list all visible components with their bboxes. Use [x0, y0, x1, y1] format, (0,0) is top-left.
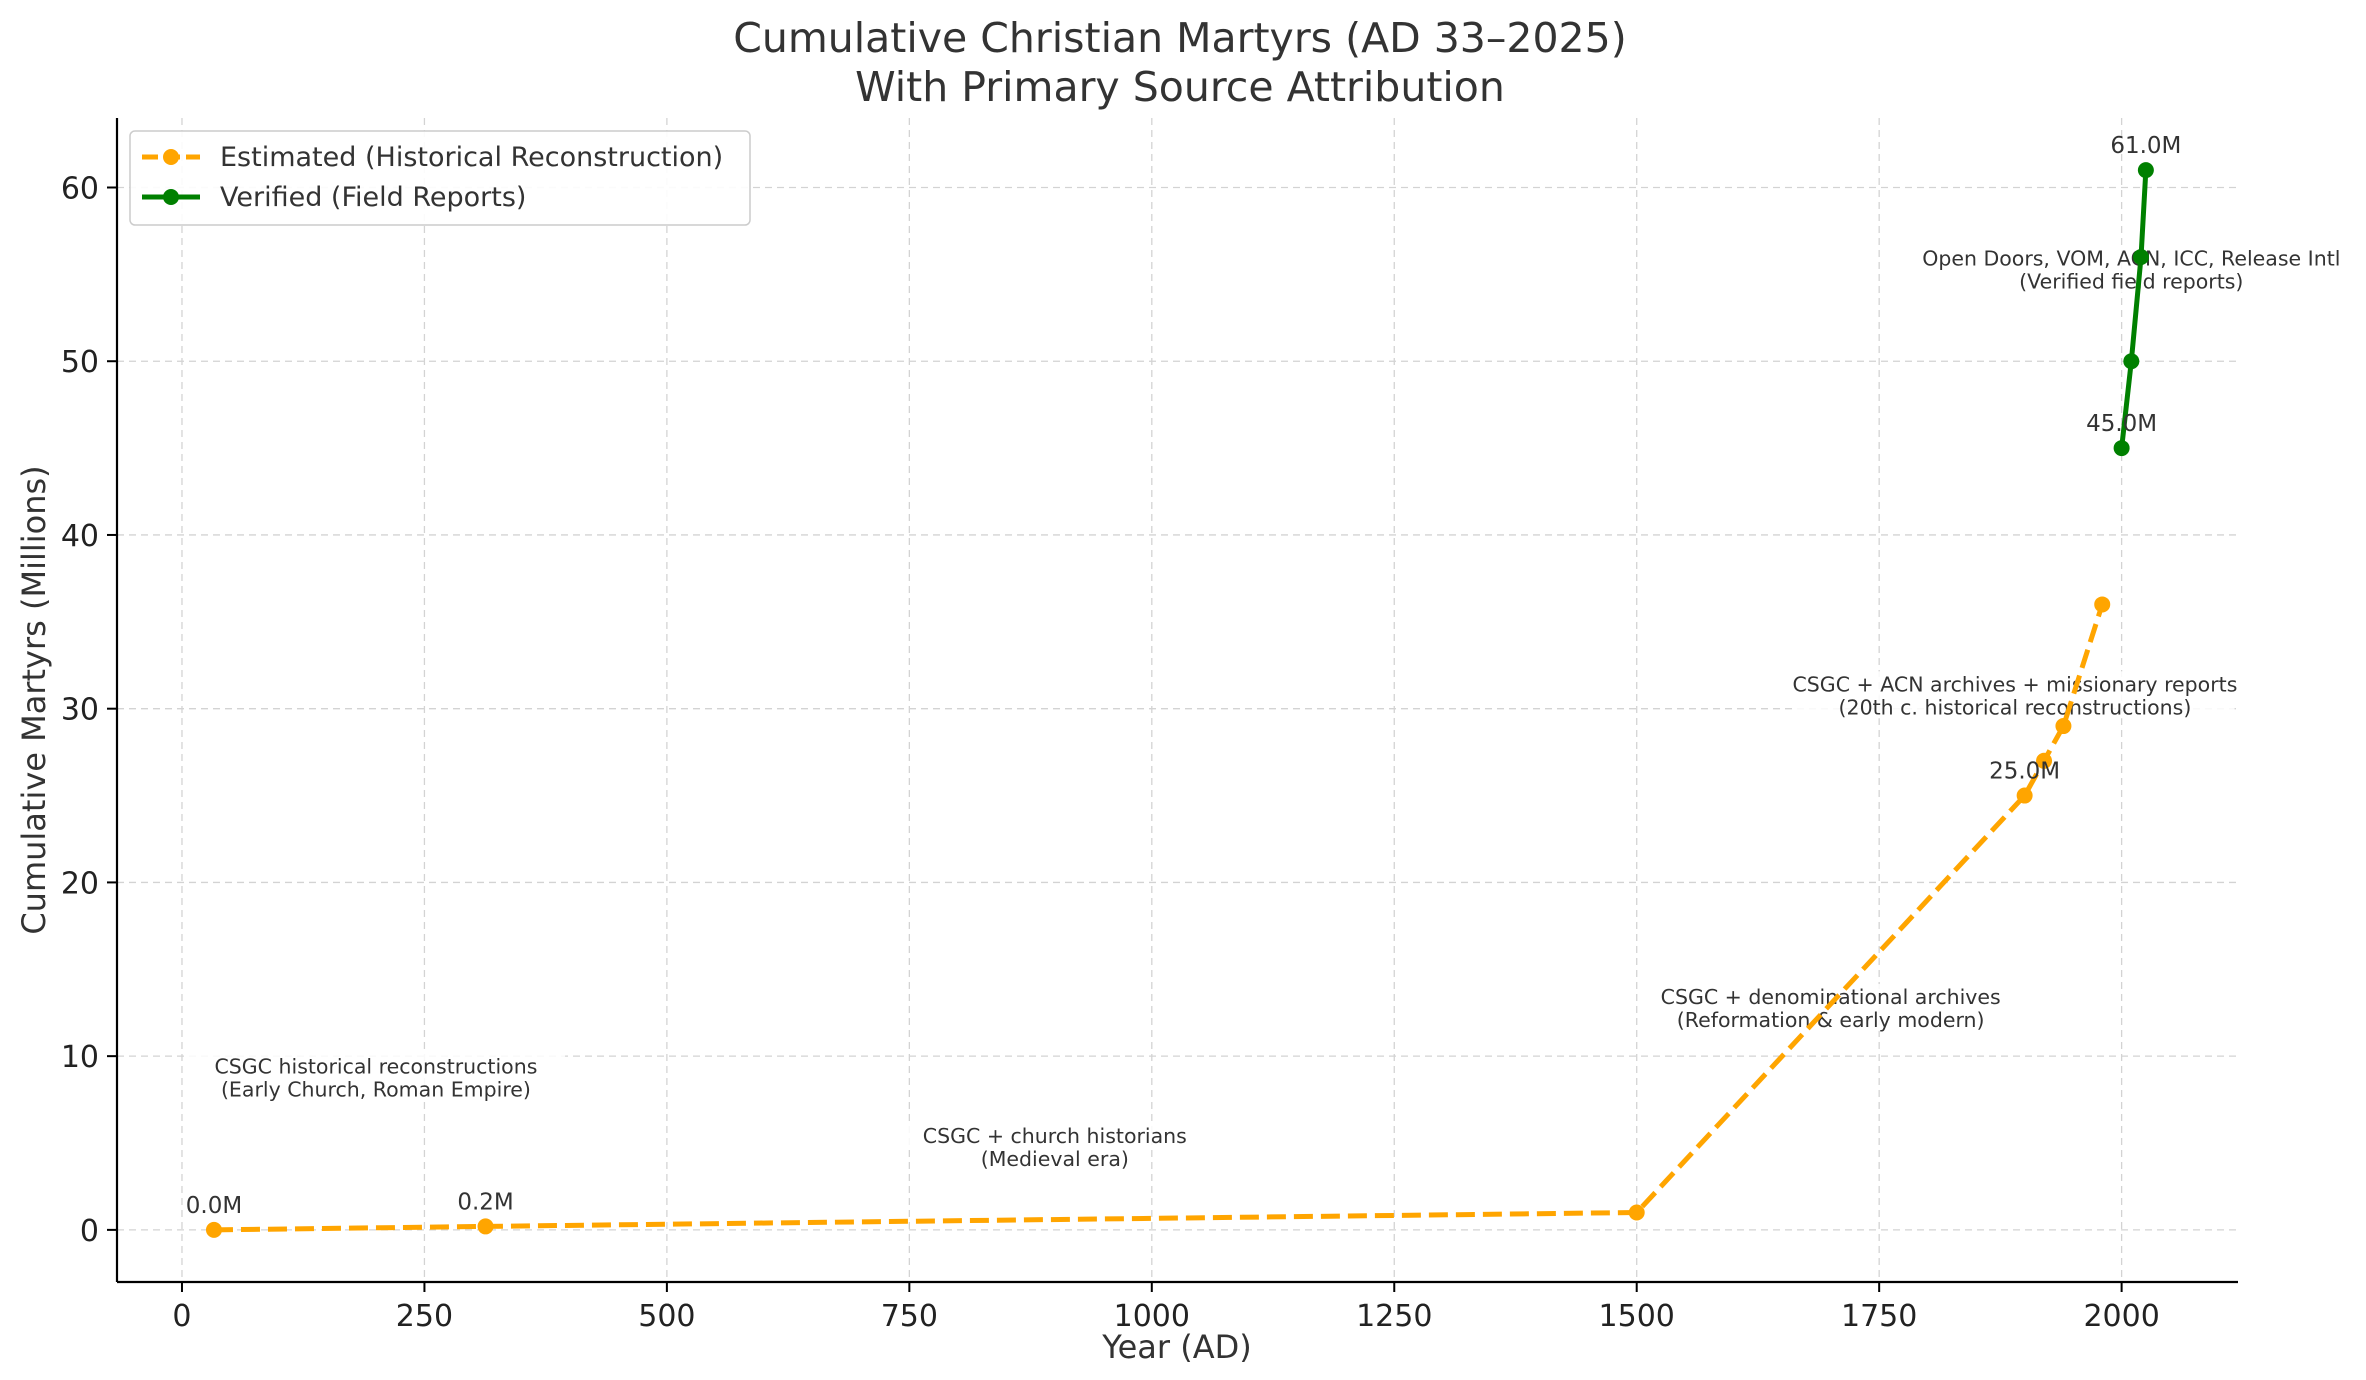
y-tick-label: 30: [61, 693, 99, 728]
x-axis-label: Year (AD): [1101, 1328, 1251, 1366]
data-label: 45.0M: [2086, 411, 2157, 437]
source-annotation: Open Doors, VOM, ACN, ICC, Release Intl(…: [1893, 245, 2366, 294]
data-point: [477, 1218, 494, 1235]
data-point: [2094, 596, 2111, 613]
data-point: [2036, 752, 2053, 769]
chart-title: Cumulative Christian Martyrs (AD 33–2025…: [733, 14, 1626, 62]
x-tick-label: 1250: [1356, 1299, 1432, 1334]
annotation-line: CSGC historical reconstructions: [214, 1055, 537, 1079]
chart-subtitle: With Primary Source Attribution: [855, 63, 1505, 111]
y-tick-label: 0: [80, 1214, 99, 1249]
legend-marker: [163, 149, 179, 165]
annotation-background: [1659, 1007, 2002, 1032]
annotation-background: [1984, 268, 2278, 293]
data-point: [2133, 248, 2150, 265]
x-tick-label: 750: [881, 1299, 938, 1334]
annotation-background: [205, 1076, 547, 1101]
x-tick-label: 2000: [2083, 1299, 2159, 1334]
y-tick-label: 20: [61, 866, 99, 901]
source-annotation: CSGC + ACN archives + missionary reports…: [1770, 671, 2259, 719]
data-point: [1628, 1204, 1645, 1221]
y-tick-label: 60: [61, 171, 99, 206]
annotation-line: (Early Church, Roman Empire): [221, 1078, 531, 1102]
annotation-line: (Reformation & early modern): [1677, 1008, 1985, 1032]
legend: Estimated (Historical Reconstruction) Ver…: [129, 130, 751, 226]
data-label: 25.0M: [1989, 759, 2060, 785]
y-tick-label: 10: [61, 1040, 99, 1075]
x-tick-label: 1500: [1599, 1299, 1675, 1334]
data-label: 61.0M: [2110, 133, 2181, 159]
annotation-line: (Verified field reports): [2019, 270, 2243, 294]
legend-box: [129, 130, 751, 226]
source-annotation: CSGC historical reconstructions(Early Ch…: [186, 1053, 566, 1102]
legend-label: Estimated (Historical Reconstruction): [220, 142, 723, 173]
data-point: [205, 1221, 222, 1238]
data-point: [2016, 787, 2033, 804]
annotation-line: (Medieval era): [981, 1147, 1129, 1171]
point-labels: 0.0M 0.2M 25.0M 45.0M 61.0M: [186, 133, 2182, 1219]
y-tick-label: 40: [61, 519, 99, 554]
x-tick-label: 0: [172, 1299, 191, 1334]
annotation-background: [186, 1053, 566, 1078]
x-tick-label: 1000: [1114, 1299, 1190, 1334]
y-tick-label: 50: [61, 345, 99, 380]
data-point: [2123, 353, 2140, 370]
data-label: 0.0M: [186, 1193, 242, 1219]
y-axis-label: Cumulative Martyrs (Millions): [15, 465, 53, 934]
data-point: [2137, 162, 2154, 179]
annotation-line: (20th c. historical reconstructions): [1839, 695, 2192, 719]
annotation-background: [908, 1123, 1202, 1148]
series: [205, 162, 2154, 1238]
annotation-background: [1795, 694, 2235, 719]
legend-marker: [163, 189, 179, 205]
x-tick-label: 500: [638, 1299, 695, 1334]
data-point: [2113, 440, 2130, 457]
annotation-background: [1893, 245, 2366, 270]
legend-label: Verified (Field Reports): [220, 182, 526, 213]
axes: 0 250 500 750 1000 1250 1500 1750 2000 0 10 20 30 40 5…: [61, 118, 2238, 1334]
legend-item: Estimated (Historical Reconstruction): [142, 142, 723, 173]
source-annotation: CSGC + church historians(Medieval era): [908, 1123, 1202, 1171]
legend-item: Verified (Field Reports): [142, 182, 526, 213]
x-tick-label: 1750: [1841, 1299, 1917, 1334]
data-point: [2055, 718, 2072, 735]
annotation-line: CSGC + ACN archives + missionary reports: [1792, 672, 2237, 696]
annotation-background: [1770, 671, 2259, 696]
data-label: 0.2M: [457, 1189, 513, 1215]
series-line: [2119, 169, 2149, 449]
source-annotation: CSGC + denominational archives(Reformati…: [1647, 984, 2014, 1032]
x-tick-label: 250: [396, 1299, 453, 1334]
annotation-line: CSGC + church historians: [923, 1124, 1187, 1148]
annotation-background: [969, 1146, 1141, 1171]
annotation-line: Open Doors, VOM, ACN, ICC, Release Intl: [1922, 247, 2340, 271]
